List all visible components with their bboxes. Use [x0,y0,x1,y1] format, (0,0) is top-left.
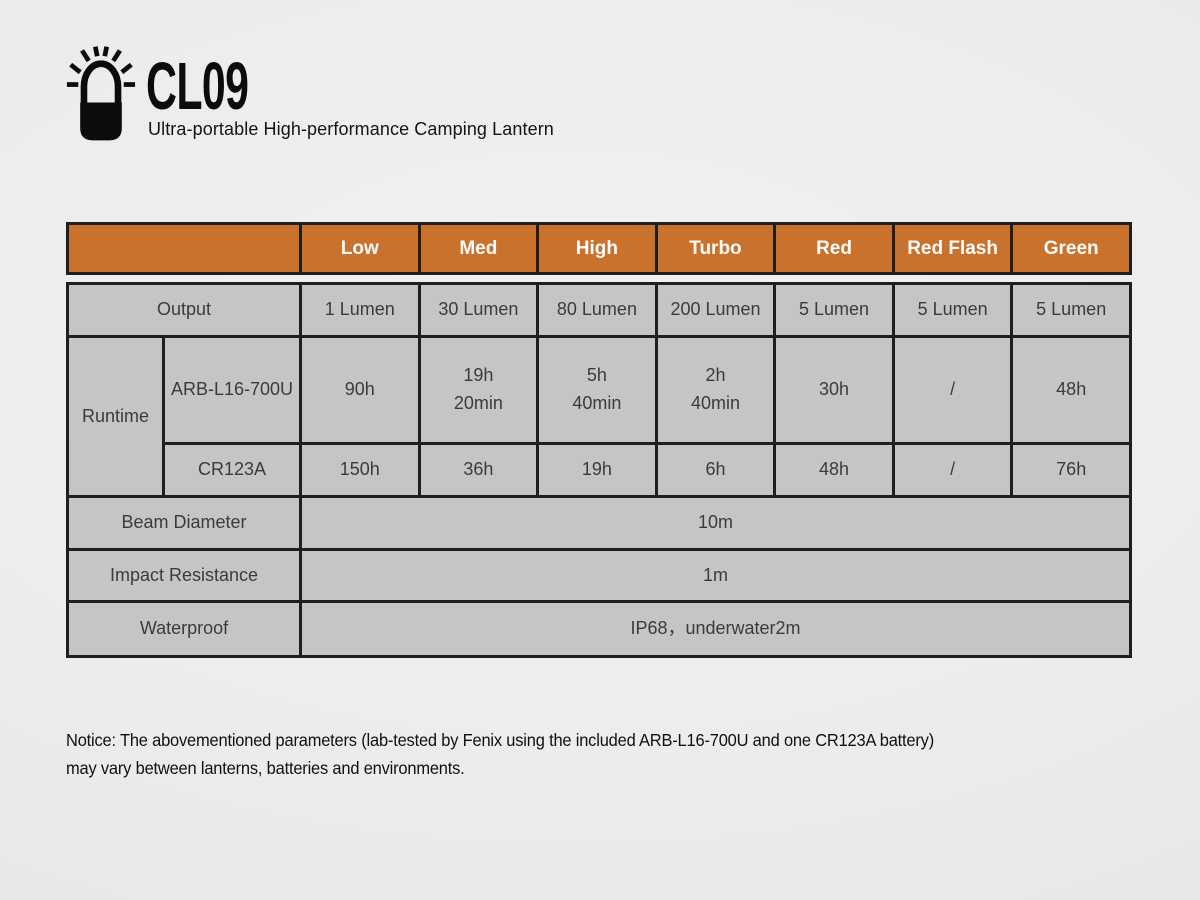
beam-diameter-row: Beam Diameter 10m [65,495,1132,551]
impact-resistance-value: 1m [299,548,1132,603]
mode-header-red: Red [773,222,895,275]
runtime-arb-green: 48h [1010,335,1132,445]
mode-header-high: High [536,222,658,275]
mode-header-table: Low Med High Turbo Red Red Flash Green [66,222,1132,275]
brand-header: CL09 Ultra-portable High-performance Cam… [66,46,554,142]
output-value-green: 5 Lumen [1010,282,1132,338]
runtime-arb-row: Runtime ARB-L16-700U 90h 19h 20min 5h 40… [66,335,1132,498]
output-value-med: 30 Lumen [417,282,540,338]
beam-diameter-value: 10m [299,495,1132,551]
output-row: Output 1 Lumen 30 Lumen 80 Lumen 200 Lum… [65,282,1132,338]
mode-header-turbo: Turbo [654,222,777,275]
lantern-glow-icon [66,46,136,141]
runtime-cr-turbo: 6h [654,442,777,498]
output-value-redflash: 5 Lumen [891,282,1014,338]
mode-header-green: Green [1010,222,1132,275]
mode-header-low: Low [299,222,421,275]
brand-text-block: CL09 Ultra-portable High-performance Cam… [146,46,554,140]
runtime-arb-med: 19h 20min [417,335,540,445]
output-value-high: 80 Lumen [536,282,658,338]
beam-diameter-label: Beam Diameter [65,495,303,551]
model-name: CL09 [146,49,249,124]
runtime-arb-low: 90h [299,335,421,445]
product-tagline: Ultra-portable High-performance Camping … [148,118,554,139]
runtime-arb-red: 30h [773,335,895,445]
spec-body-table: Output 1 Lumen 30 Lumen 80 Lumen 200 Lum… [65,282,1132,658]
output-value-low: 1 Lumen [299,282,421,338]
output-value-red: 5 Lumen [773,282,895,338]
runtime-cr-redflash: / [891,442,1014,498]
runtime-cr-red: 48h [773,442,895,498]
runtime-cr123a-row: CR123A 150h 36h 19h 6h 48h / 76h [68,442,1132,498]
battery-name-cr123a: CR123A [161,442,303,498]
mode-header-med: Med [417,222,540,275]
runtime-arb-redflash: / [891,335,1014,445]
waterproof-label: Waterproof [65,600,303,658]
impact-resistance-row: Impact Resistance 1m [65,548,1132,603]
battery-name-arb: ARB-L16-700U [161,335,303,445]
runtime-arb-high: 5h 40min [536,335,658,445]
waterproof-row: Waterproof IP68，underwater2m [65,600,1132,658]
corner-spacer-cell [66,222,302,275]
mode-header-redflash: Red Flash [891,222,1014,275]
runtime-cr-high: 19h [536,442,658,498]
runtime-cr-med: 36h [417,442,540,498]
notice-text: Notice: The abovementioned parameters (l… [66,730,935,778]
waterproof-value: IP68，underwater2m [299,600,1132,658]
runtime-label: Runtime [66,335,165,498]
runtime-cr-green: 76h [1010,442,1132,498]
impact-resistance-label: Impact Resistance [65,548,303,603]
output-label: Output [65,282,303,338]
output-value-turbo: 200 Lumen [654,282,777,338]
mode-header-row: Low Med High Turbo Red Red Flash Green [66,222,1132,275]
runtime-cr-low: 150h [299,442,421,498]
runtime-arb-turbo: 2h 40min [654,335,777,445]
